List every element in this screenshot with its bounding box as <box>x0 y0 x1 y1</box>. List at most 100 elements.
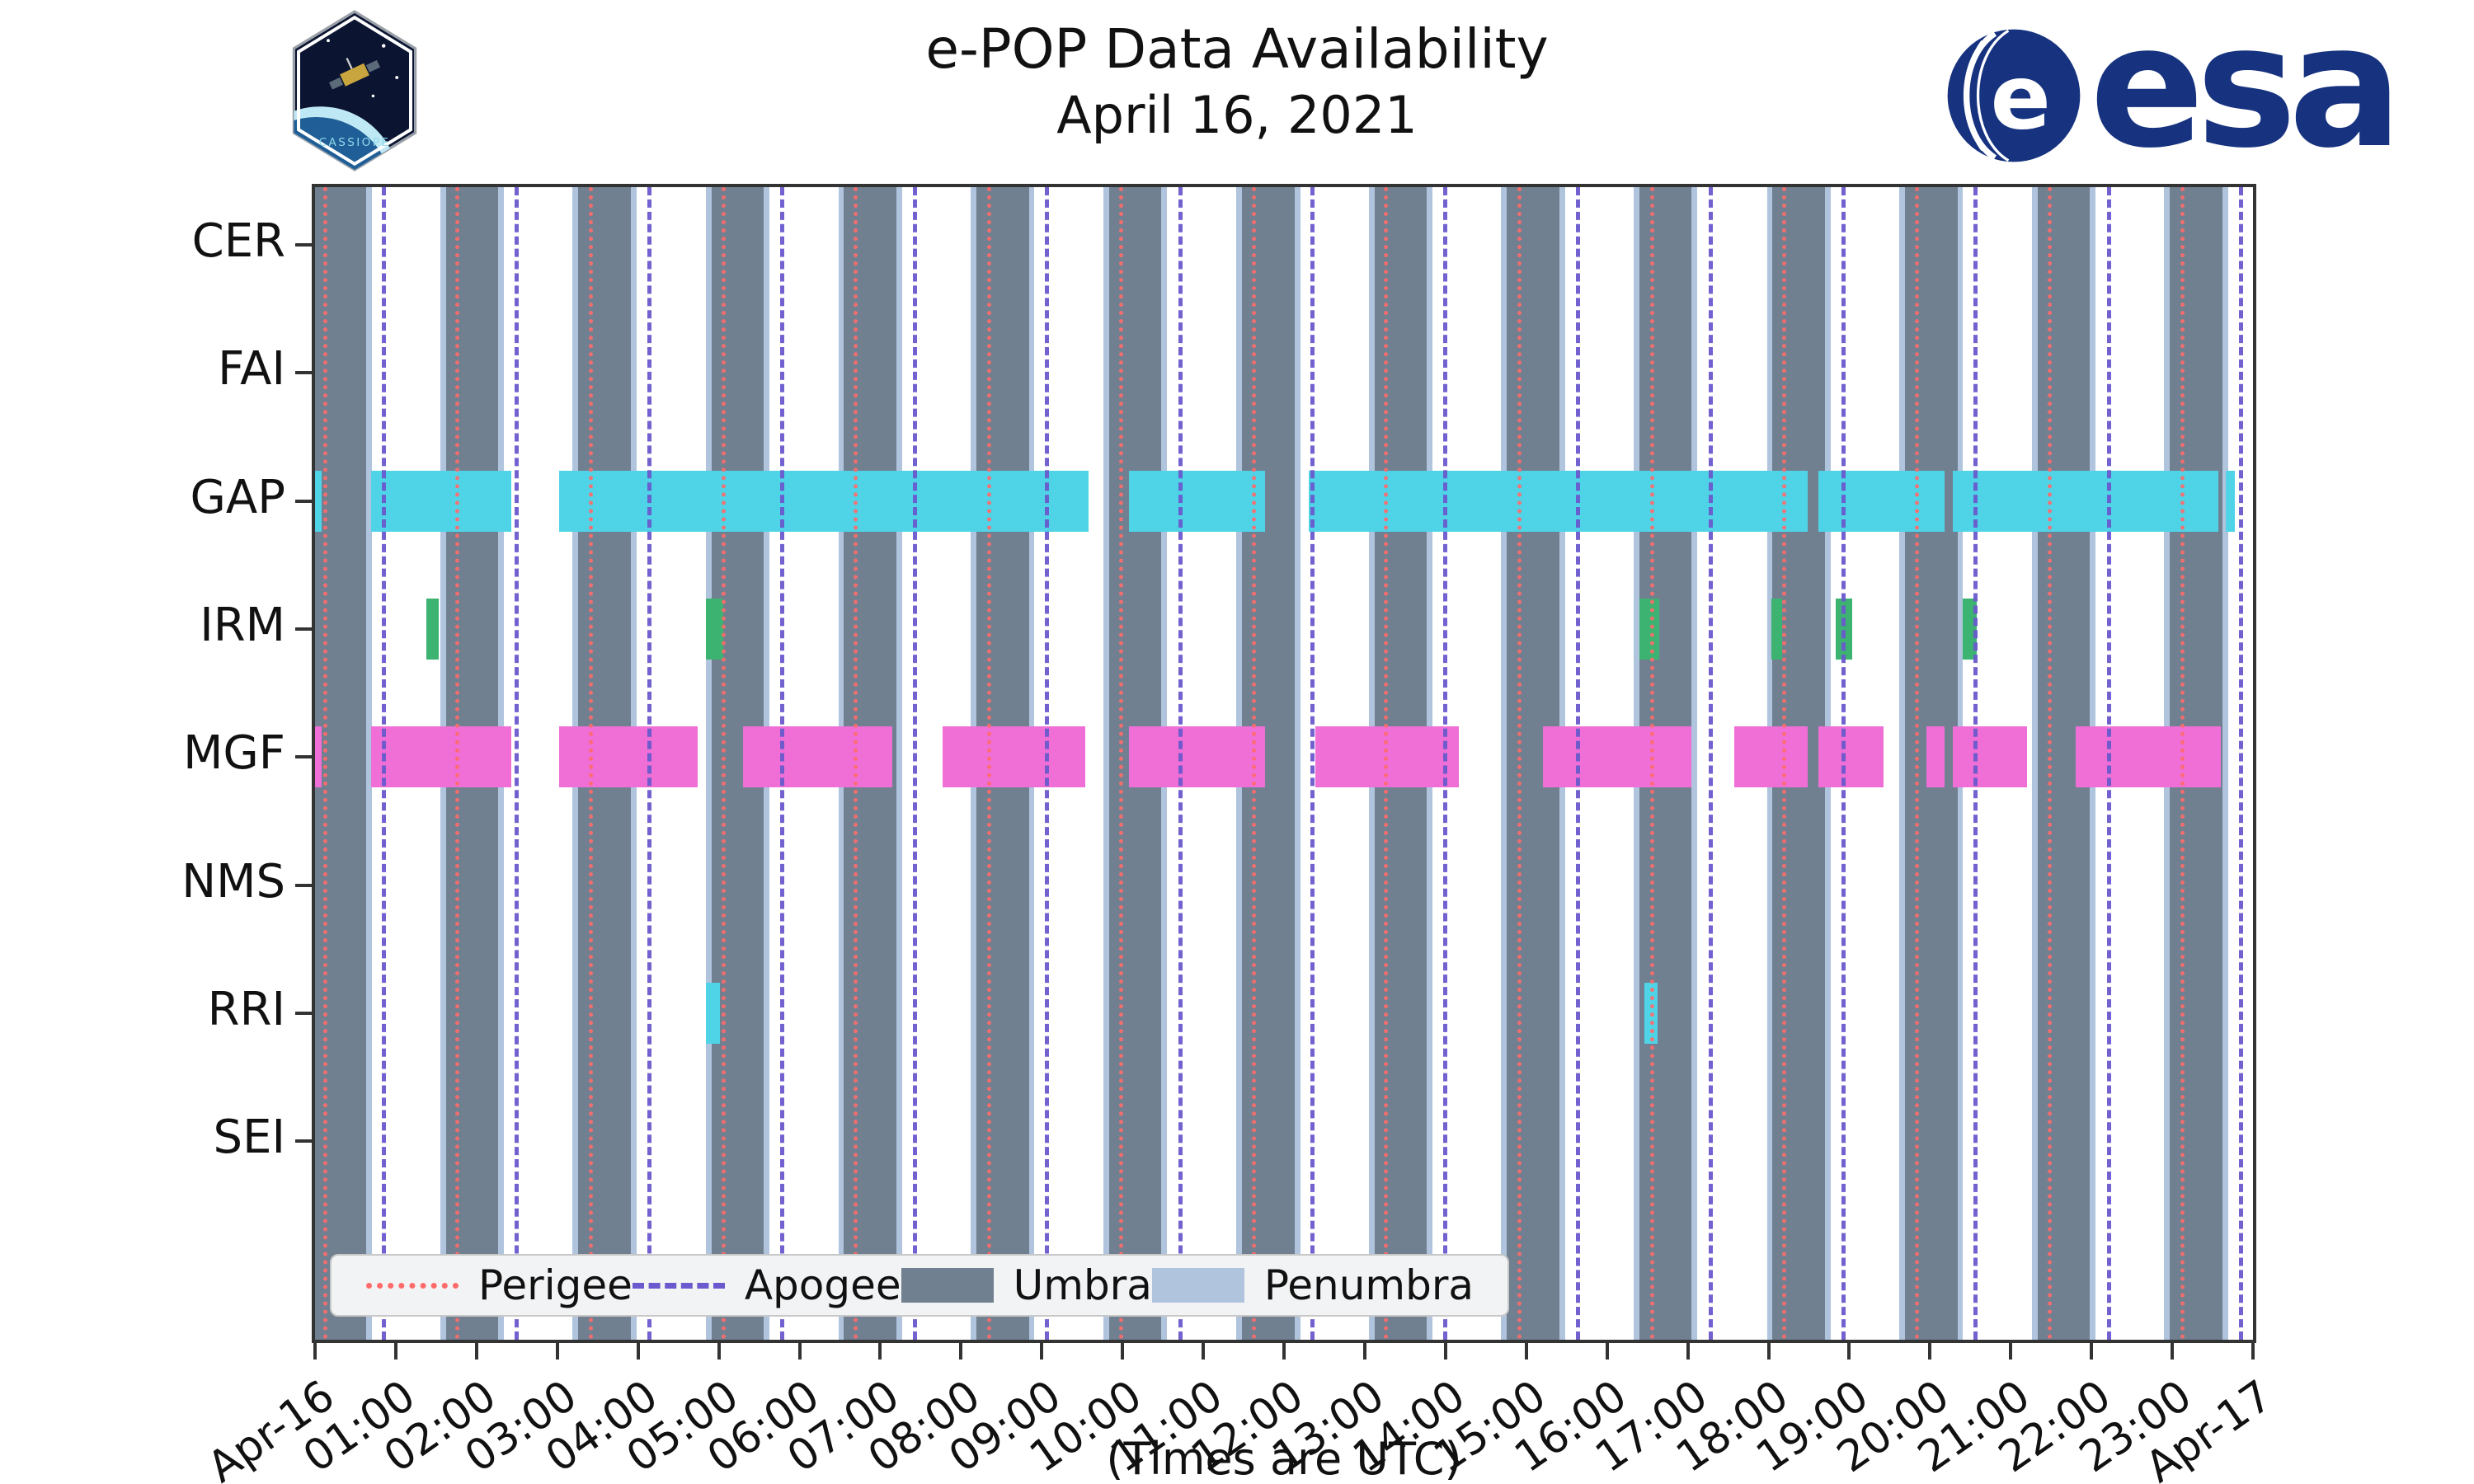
legend-label: Penumbra <box>1263 1261 1475 1309</box>
mgf-availability-bar <box>1818 726 1884 788</box>
y-axis-label-rri: RRI <box>207 982 285 1036</box>
apogee-line <box>2106 187 2111 1340</box>
irm-availability-bar <box>1771 598 1783 660</box>
perigee-line <box>854 187 858 1340</box>
y-axis-labels: CER FAI GAP IRM MGF NMS RRI SEI <box>0 184 285 1343</box>
esa-wordmark: esa <box>2090 0 2402 186</box>
penumbra-band <box>1103 187 1109 1340</box>
x-tick <box>797 1343 802 1360</box>
x-tick <box>1202 1343 1206 1360</box>
x-tick <box>636 1343 640 1360</box>
legend-item-perigee: Perigee <box>366 1261 633 1309</box>
apogee-line <box>1841 187 1846 1340</box>
legend-label: Perigee <box>478 1261 633 1309</box>
y-tick <box>295 627 312 631</box>
gap-availability-bar <box>1129 470 1265 532</box>
cassiope-logo: CASSIOPE <box>289 8 421 173</box>
x-tick <box>1605 1343 1609 1360</box>
y-axis-label-sei: SEI <box>213 1111 285 1165</box>
perigee-line <box>1782 187 1787 1340</box>
x-tick <box>393 1343 397 1360</box>
apogee-line <box>1709 187 1714 1340</box>
y-axis-label-mgf: MGF <box>183 726 285 781</box>
mgf-availability-bar <box>742 726 893 788</box>
x-tick <box>2171 1343 2175 1360</box>
y-tick <box>295 1139 312 1144</box>
apogee-line <box>1576 187 1581 1340</box>
x-tick <box>1443 1343 1447 1360</box>
x-tick <box>555 1343 559 1360</box>
apogee-line <box>1442 187 1447 1340</box>
y-axis-label-cer: CER <box>191 214 285 268</box>
gap-availability-bar <box>1309 470 1808 532</box>
penumbra-band <box>705 187 712 1340</box>
esa-globe-icon: e <box>1947 29 2081 162</box>
y-tick <box>295 371 312 375</box>
cassiope-badge-icon: CASSIOPE <box>292 10 417 171</box>
plot-area: Perigee Apogee Umbra Penumbra <box>312 184 2256 1343</box>
mgf-availability-bar <box>1952 726 2027 788</box>
x-tick <box>1121 1343 1125 1360</box>
mgf-availability-bar <box>370 726 511 788</box>
legend-sample-apogee <box>632 1282 725 1289</box>
apogee-line <box>1178 187 1183 1340</box>
x-tick <box>878 1343 882 1360</box>
penumbra-band <box>1691 187 1698 1340</box>
gap-availability-bar <box>1952 470 2218 532</box>
legend-item-umbra: Umbra <box>901 1261 1152 1309</box>
y-axis-label-gap: GAP <box>190 470 285 524</box>
x-tick <box>1928 1343 1932 1360</box>
x-tick <box>1282 1343 1286 1360</box>
penumbra-band <box>896 187 902 1340</box>
penumbra-band <box>2031 187 2038 1340</box>
perigee-line <box>2048 187 2053 1340</box>
penumbra-band <box>365 187 372 1340</box>
apogee-line <box>780 187 784 1340</box>
perigee-line <box>1649 187 1654 1340</box>
legend-item-penumbra: Penumbra <box>1151 1261 1475 1309</box>
y-tick <box>295 883 312 887</box>
rri-availability-bar <box>705 982 720 1044</box>
perigee-line <box>1119 187 1124 1340</box>
legend-item-apogee: Apogee <box>632 1261 901 1309</box>
apogee-line <box>1310 187 1315 1340</box>
gap-availability-bar <box>1818 470 1945 532</box>
y-axis-label-nms: NMS <box>181 854 285 909</box>
x-axis-label: (Times are UTC) <box>1106 1433 1462 1484</box>
y-axis-label-fai: FAI <box>218 342 285 397</box>
perigee-line <box>1384 187 1389 1340</box>
esa-logo: e esa <box>1946 0 2402 186</box>
x-tick <box>1686 1343 1690 1360</box>
legend-sample-penumbra <box>1151 1268 1244 1303</box>
apogee-line <box>1045 187 1050 1340</box>
apogee-line <box>2239 187 2244 1340</box>
penumbra-band <box>1501 187 1507 1340</box>
page-title: e-POP Data Availability <box>925 17 1549 81</box>
gap-availability-bar <box>2225 470 2236 532</box>
apogee-line <box>912 187 917 1340</box>
x-tick <box>717 1343 721 1360</box>
perigee-line <box>1914 187 1919 1340</box>
chart-title-block: e-POP Data Availability April 16, 2021 <box>660 16 1814 147</box>
x-tick <box>1524 1343 1528 1360</box>
x-tick <box>474 1343 478 1360</box>
mgf-availability-bar <box>1129 726 1265 788</box>
y-axis-label-irm: IRM <box>200 598 285 652</box>
penumbra-band <box>2222 187 2228 1340</box>
x-tick <box>313 1343 317 1360</box>
x-tick <box>2009 1343 2013 1360</box>
svg-text:e: e <box>1990 45 2050 149</box>
mgf-availability-bar <box>315 726 322 788</box>
x-tick <box>1362 1343 1366 1360</box>
gap-availability-bar <box>370 470 511 532</box>
irm-availability-bar <box>705 598 724 660</box>
mgf-availability-bar <box>1926 726 1945 788</box>
x-tick <box>2251 1343 2255 1360</box>
x-tick <box>1847 1343 1851 1360</box>
apogee-line <box>382 187 387 1340</box>
perigee-line <box>588 187 593 1340</box>
mgf-availability-bar <box>2075 726 2221 788</box>
perigee-line <box>1251 187 1256 1340</box>
x-tick <box>1766 1343 1771 1360</box>
